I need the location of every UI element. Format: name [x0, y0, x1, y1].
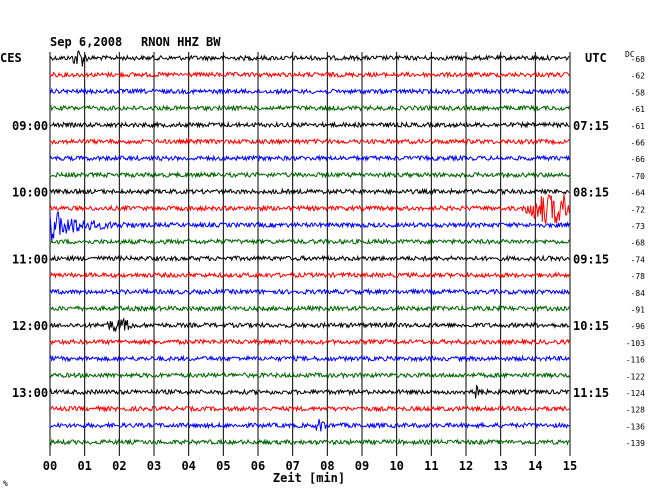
x-tick-label: 13: [493, 459, 507, 473]
dc-offset-label: -73: [631, 222, 646, 231]
x-tick-label: 15: [563, 459, 577, 473]
x-tick-label: 03: [147, 459, 161, 473]
left-time-label: 09:00: [12, 119, 48, 133]
chart-station: RNON HHZ BW: [141, 35, 221, 49]
dc-offset-label: -122: [626, 372, 645, 381]
left-axis-title: CES: [0, 51, 22, 65]
right-time-label: 11:15: [573, 386, 609, 400]
seismic-trace: [49, 50, 570, 67]
seismic-trace: [49, 419, 570, 432]
x-tick-label: 05: [216, 459, 230, 473]
x-tick-label: 14: [528, 459, 542, 473]
left-time-label: 13:00: [12, 386, 48, 400]
seismic-trace: [49, 104, 570, 113]
seismic-trace: [49, 371, 570, 380]
seismic-trace: [49, 304, 570, 313]
seismic-trace: [49, 120, 570, 129]
seismic-trace: [49, 254, 570, 263]
seismic-trace: [49, 170, 570, 179]
dc-offset-labels: -68 -62 -58 -61 -61 -66 -66 -70 -64 -72 -73 -68 -74 -…: [626, 55, 645, 448]
chart-date: Sep 6,2008: [50, 35, 122, 49]
seismic-trace: [49, 211, 570, 242]
corner-mark: %: [3, 479, 8, 488]
grid-lines: [49, 52, 571, 450]
x-tick-label: 01: [77, 459, 91, 473]
seismic-trace: [49, 154, 570, 163]
dc-offset-label: -96: [631, 322, 646, 331]
dc-offset-label: -62: [631, 72, 646, 81]
seismic-trace: [49, 354, 570, 363]
x-tick-label: 09: [355, 459, 369, 473]
dc-offset-label: -68: [631, 55, 646, 64]
dc-offset-label: -68: [631, 239, 646, 248]
dc-offset-label: -136: [626, 422, 645, 431]
dc-offset-label: -64: [631, 189, 646, 198]
right-time-label: 08:15: [573, 186, 609, 200]
dc-offset-label: -124: [626, 389, 645, 398]
dc-offset-label: -103: [626, 339, 645, 348]
seismic-trace: [49, 194, 570, 224]
right-time-label: 07:15: [573, 119, 609, 133]
dc-offset-label: -61: [631, 105, 646, 114]
dc-offset-label: -84: [631, 289, 646, 298]
x-axis-label: Zeit [min]: [273, 471, 345, 485]
dc-offset-label: -91: [631, 306, 646, 315]
left-time-labels: 09:00 10:00 11:00 12:00 13:00: [12, 119, 48, 400]
dc-offset-label: -78: [631, 272, 646, 281]
dc-offset-label: -66: [631, 139, 646, 148]
seismic-trace: [49, 70, 570, 79]
dc-offset-label: -128: [626, 406, 645, 415]
x-tick-label: 04: [181, 459, 195, 473]
right-axis-title: UTC: [585, 51, 607, 65]
x-tick-label: 02: [112, 459, 126, 473]
x-tick-label: 10: [389, 459, 403, 473]
dc-offset-label: -139: [626, 439, 645, 448]
x-tick-label: 07: [285, 459, 299, 473]
right-time-labels: 07:15 08:15 09:15 10:15 11:15: [573, 119, 609, 400]
seismic-trace: [49, 271, 570, 280]
traces: [49, 50, 570, 447]
dc-offset-label: -116: [626, 356, 645, 365]
seismic-trace: [49, 237, 570, 246]
seismic-trace: [49, 137, 570, 146]
x-tick-label: 12: [459, 459, 473, 473]
seismic-trace: [49, 87, 570, 96]
seismic-trace: [49, 317, 570, 333]
right-time-label: 10:15: [573, 319, 609, 333]
dc-offset-label: -61: [631, 122, 646, 131]
dc-label: DC: [625, 50, 635, 59]
right-time-label: 09:15: [573, 252, 609, 266]
seismic-trace: [49, 287, 570, 296]
dc-offset-label: -74: [631, 255, 646, 264]
dc-offset-label: -58: [631, 88, 646, 97]
x-tick-label: 00: [43, 459, 57, 473]
x-tick-label: 08: [320, 459, 334, 473]
seismic-trace: [49, 187, 570, 196]
seismic-trace: [49, 404, 570, 413]
x-tick-label: 06: [251, 459, 265, 473]
left-time-label: 11:00: [12, 252, 48, 266]
seismic-trace: [49, 337, 570, 346]
dc-offset-label: -70: [631, 172, 646, 181]
x-tick-labels: 00 01 02 03 04 05 06 07 08 09 10 11 12 13 14 15: [43, 450, 577, 473]
x-tick-label: 11: [424, 459, 438, 473]
left-time-label: 10:00: [12, 186, 48, 200]
seismic-trace: [49, 384, 570, 399]
left-time-label: 12:00: [12, 319, 48, 333]
dc-offset-label: -72: [631, 205, 646, 214]
seismic-trace: [49, 438, 570, 447]
dc-offset-label: -66: [631, 155, 646, 164]
